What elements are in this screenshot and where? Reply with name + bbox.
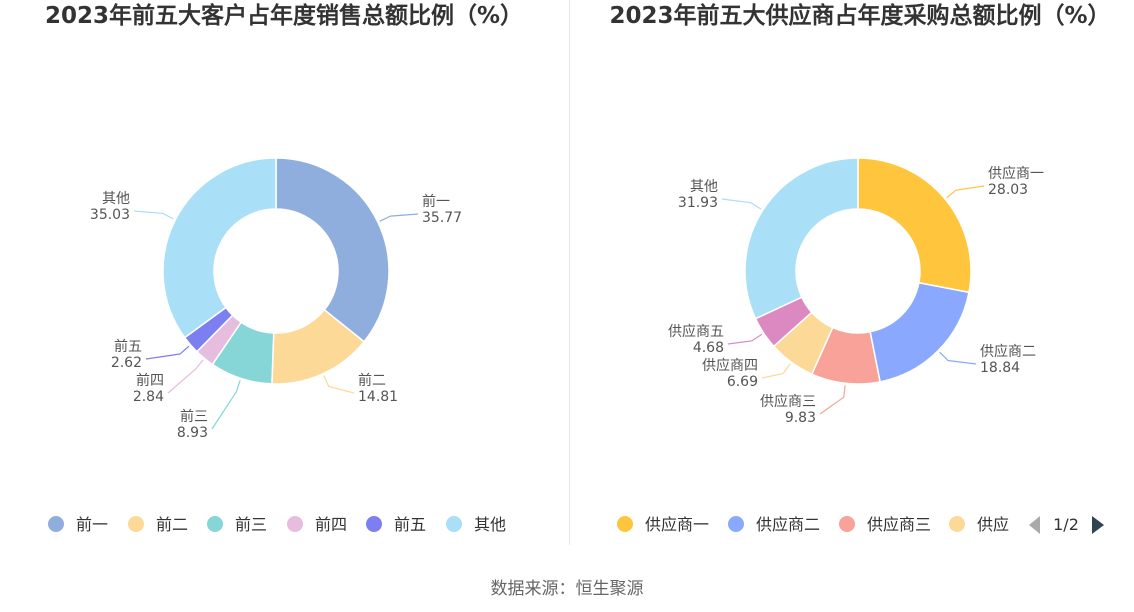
slice-label-name: 前五: [114, 338, 142, 355]
legend-label: 其他: [474, 515, 506, 534]
leader-line: [379, 213, 419, 222]
data-source-note: 数据来源：恒生聚源: [490, 579, 644, 599]
legend-swatch: [949, 516, 965, 532]
leader-line: [211, 380, 241, 430]
legend-item[interactable]: 其他: [446, 515, 506, 534]
leader-line: [946, 185, 985, 199]
leader-line: [939, 351, 977, 365]
legend-label: 供应: [977, 515, 1009, 534]
slice-label-name: 供应商三: [760, 393, 816, 410]
leader-line: [819, 385, 846, 415]
legend-item[interactable]: 前二: [128, 515, 188, 534]
triangle-left-icon[interactable]: [1029, 516, 1040, 534]
leader-line: [761, 363, 791, 379]
slice-label-name: 其他: [690, 179, 718, 195]
leader-line: [721, 198, 762, 210]
slice-label-value: 28.03: [988, 182, 1028, 198]
legend-label: 前三: [235, 515, 267, 534]
legend-swatch: [128, 516, 144, 532]
slice-label-value: 35.03: [90, 207, 130, 223]
pie-slice-2[interactable]: [869, 281, 970, 383]
legend-swatch: [366, 516, 382, 532]
legend-item[interactable]: 供应商一: [617, 515, 709, 534]
donut-chart-suppliers: 供应商一28.03供应商二18.84供应商三9.83供应商四6.69供应商五4.…: [617, 157, 1104, 534]
legend-swatch: [446, 516, 462, 532]
legend-label: 前二: [156, 515, 188, 534]
legend-item[interactable]: 前三: [207, 515, 267, 534]
legend-label: 供应商三: [867, 515, 931, 534]
chart-title: 2023年前五大客户占年度销售总额比例（%）: [44, 3, 524, 29]
leader-line: [145, 345, 190, 360]
legend-item[interactable]: 前五: [366, 515, 426, 534]
slice-label-value: 18.84: [980, 360, 1020, 376]
slice-label-name: 供应商二: [980, 343, 1036, 360]
leader-line: [727, 333, 763, 345]
legend-item[interactable]: 供应: [949, 515, 1009, 534]
slice-label-value: 2.84: [133, 389, 164, 405]
pie-slice-1[interactable]: [857, 157, 972, 294]
slice-label-value: 31.93: [678, 195, 718, 211]
slice-label-name: 前四: [136, 372, 164, 389]
pie-slice-6[interactable]: [744, 157, 859, 320]
slice-label-value: 4.68: [693, 340, 724, 356]
slice-label-name: 前一: [422, 193, 450, 210]
pie-slice-1[interactable]: [275, 157, 390, 343]
panel-divider: [569, 0, 570, 545]
legend-label: 供应商二: [756, 515, 820, 534]
slice-label-value: 8.93: [177, 425, 208, 441]
donut-chart-customers: 前一35.77前二14.81前三8.93前四2.84前五2.62其他35.03前…: [48, 157, 506, 534]
slice-label-value: 35.77: [422, 210, 462, 226]
legend-label: 前四: [315, 515, 347, 534]
pie-slice-6[interactable]: [162, 157, 277, 339]
legend-item[interactable]: 前一: [48, 515, 108, 534]
slice-label-name: 其他: [102, 191, 130, 207]
legend-swatch: [207, 516, 223, 532]
legend-label: 前一: [76, 515, 108, 534]
legend-item[interactable]: 前四: [287, 515, 347, 534]
slice-label-value: 9.83: [785, 410, 816, 426]
legend-label: 前五: [394, 515, 426, 534]
legend-item[interactable]: 供应商二: [728, 515, 820, 534]
slice-label-value: 6.69: [727, 374, 758, 390]
slice-label-name: 供应商五: [668, 323, 724, 340]
legend-item[interactable]: 供应商三: [839, 515, 931, 534]
slice-label-name: 前三: [180, 408, 208, 425]
slice-label-name: 供应商四: [702, 357, 758, 374]
chart-panel-customers: 2023年前五大客户占年度销售总额比例（%） 前一 35.77 前二 14.81 前三 8…: [0, 0, 568, 550]
legend-swatch: [728, 516, 744, 532]
slice-label-name: 供应商一: [988, 165, 1044, 182]
legend-label: 供应商一: [645, 515, 709, 534]
chart-panel-suppliers: 2023年前五大供应商占年度采购总额比例（%） 供应商一 28.03 供应商二 18.…: [570, 0, 1134, 550]
slice-label-value: 14.81: [358, 389, 398, 405]
legend-swatch: [839, 516, 855, 532]
triangle-right-icon[interactable]: [1092, 516, 1104, 534]
legend-page-indicator: 1/2: [1053, 515, 1079, 534]
legend-swatch: [617, 516, 633, 532]
slice-label-value: 2.62: [111, 355, 142, 371]
leader-line: [133, 210, 174, 220]
legend-swatch: [287, 516, 303, 532]
leader-line: [323, 375, 355, 394]
leader-line: [167, 359, 204, 394]
slice-label-name: 前二: [358, 372, 386, 389]
legend-swatch: [48, 516, 64, 532]
chart-title: 2023年前五大供应商占年度采购总额比例（%）: [609, 3, 1111, 29]
